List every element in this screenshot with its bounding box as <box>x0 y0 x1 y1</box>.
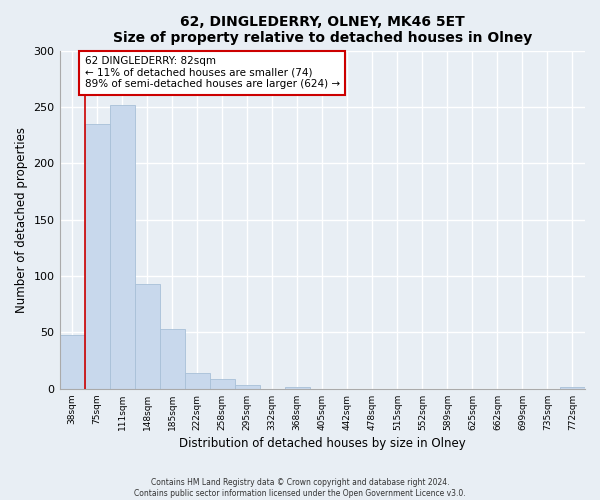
Bar <box>209 378 235 389</box>
Bar <box>85 124 110 389</box>
Bar <box>59 334 85 389</box>
Y-axis label: Number of detached properties: Number of detached properties <box>15 126 28 312</box>
Text: 62 DINGLEDERRY: 82sqm
← 11% of detached houses are smaller (74)
89% of semi-deta: 62 DINGLEDERRY: 82sqm ← 11% of detached … <box>85 56 340 90</box>
Bar <box>110 104 134 389</box>
Text: Contains HM Land Registry data © Crown copyright and database right 2024.
Contai: Contains HM Land Registry data © Crown c… <box>134 478 466 498</box>
Bar <box>235 386 260 389</box>
Bar <box>285 386 310 389</box>
Bar <box>185 373 209 389</box>
X-axis label: Distribution of detached houses by size in Olney: Distribution of detached houses by size … <box>179 437 466 450</box>
Title: 62, DINGLEDERRY, OLNEY, MK46 5ET
Size of property relative to detached houses in: 62, DINGLEDERRY, OLNEY, MK46 5ET Size of… <box>113 15 532 45</box>
Bar <box>160 329 185 389</box>
Bar <box>560 386 585 389</box>
Bar <box>134 284 160 389</box>
